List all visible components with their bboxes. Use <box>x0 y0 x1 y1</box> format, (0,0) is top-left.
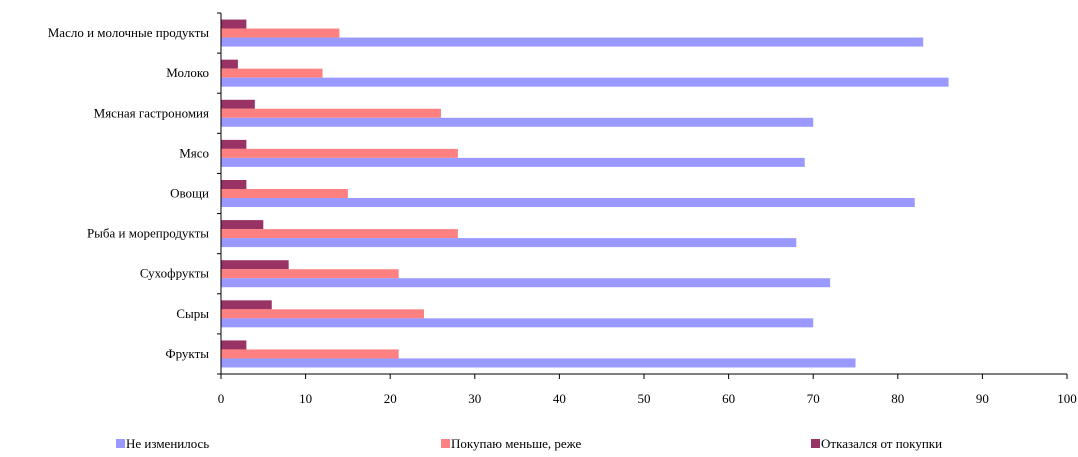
bar-unchanged-4 <box>221 198 915 207</box>
bar-unchanged-0 <box>221 37 924 47</box>
bar-buy-less-5 <box>221 229 458 239</box>
bar-refused-7 <box>221 300 272 310</box>
bar-refused-0 <box>221 19 247 29</box>
legend-label: Не изменилось <box>126 436 209 451</box>
category-label: Молоко <box>166 65 209 80</box>
bar-buy-less-8 <box>221 349 399 359</box>
bar-unchanged-7 <box>221 318 814 328</box>
legend: Не изменилось Покупаю меньше, реже Отказал… <box>116 436 942 451</box>
bar-refused-2 <box>221 99 255 109</box>
x-tick-label: 90 <box>976 391 989 406</box>
bar-unchanged-8 <box>221 358 856 368</box>
legend-label: Покупаю меньше, реже <box>451 436 581 451</box>
category-label: Фрукты <box>165 346 209 361</box>
legend-item: Не изменилось <box>116 436 209 451</box>
bar-refused-4 <box>221 180 247 189</box>
x-tick-label: 70 <box>807 391 820 406</box>
bar-buy-less-4 <box>221 189 348 198</box>
bar-buy-less-6 <box>221 269 399 279</box>
legend-item: Покупаю меньше, реже <box>441 436 581 451</box>
x-tick-labels: 0 10 20 30 40 50 60 70 80 90 100 <box>218 391 1077 406</box>
bar-buy-less-7 <box>221 309 425 319</box>
x-tick-label: 60 <box>722 391 735 406</box>
category-label: Сыры <box>176 306 209 321</box>
x-tick-label: 0 <box>218 391 225 406</box>
x-tick-label: 100 <box>1057 391 1077 406</box>
bars-layer <box>221 19 949 368</box>
bar-refused-3 <box>221 139 247 149</box>
bar-refused-8 <box>221 340 247 350</box>
x-tick-label: 50 <box>638 391 651 406</box>
x-tick-label: 80 <box>891 391 904 406</box>
x-tick-label: 10 <box>299 391 312 406</box>
bar-buy-less-1 <box>221 68 323 78</box>
axes-layer <box>217 12 1068 379</box>
bar-unchanged-5 <box>221 238 797 248</box>
legend-item: Отказался от покупки <box>811 436 942 451</box>
x-tick-label: 40 <box>553 391 566 406</box>
x-tick-label: 20 <box>384 391 397 406</box>
bar-buy-less-3 <box>221 148 458 158</box>
bar-unchanged-2 <box>221 117 814 127</box>
bar-unchanged-6 <box>221 278 831 288</box>
category-label: Мясная гастрономия <box>94 105 209 120</box>
bar-refused-6 <box>221 260 289 270</box>
bar-unchanged-3 <box>221 157 805 167</box>
legend-swatch <box>441 439 450 448</box>
legend-swatch <box>811 439 820 448</box>
category-label: Овощи <box>170 186 209 201</box>
legend-swatch <box>116 439 125 448</box>
bar-buy-less-0 <box>221 28 340 38</box>
category-label: Сухофрукты <box>140 266 209 281</box>
bar-unchanged-1 <box>221 77 949 87</box>
category-label: Масло и молочные продукты <box>48 25 210 40</box>
category-labels: Масло и молочные продукты Молоко Мясная га… <box>48 25 210 361</box>
category-label: Мясо <box>179 145 209 160</box>
bar-refused-1 <box>221 59 238 69</box>
x-tick-label: 30 <box>468 391 481 406</box>
category-label: Рыба и морепродукты <box>87 226 209 241</box>
legend-label: Отказался от покупки <box>821 436 942 451</box>
bar-buy-less-2 <box>221 108 441 118</box>
bar-refused-5 <box>221 220 264 230</box>
